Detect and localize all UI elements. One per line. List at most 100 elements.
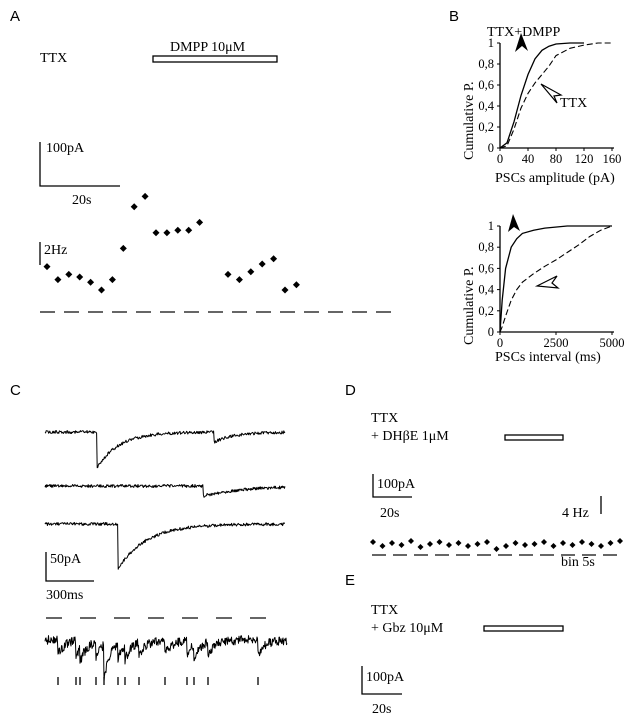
rate-point (541, 539, 547, 545)
panel-a-scale-current: 100pA (46, 141, 85, 156)
panel-d-condition-line-2: + DHβE 1μM (371, 429, 449, 444)
panel-c-scale-current: 50pA (50, 552, 82, 567)
panel-letter-e: E (345, 572, 355, 589)
panel-c-long-trace (44, 635, 288, 682)
rate-point (503, 543, 509, 549)
panel-a-scale-time: 20s (72, 193, 91, 208)
rate-point (455, 540, 462, 546)
rate-point (588, 541, 595, 547)
y-tick-label: 0,8 (478, 57, 494, 71)
arrowhead-open-icon (540, 83, 563, 104)
rate-point (370, 539, 376, 545)
panel-e-drug-bar (483, 625, 564, 632)
rate-point (569, 542, 576, 548)
y-tick-label: 1 (488, 219, 494, 233)
x-tick-label: 5000 (600, 336, 625, 350)
rate-point (522, 542, 528, 548)
rate-point (54, 276, 62, 284)
rate-point (607, 540, 614, 546)
panel-a-drug-label: DMPP 10μM (170, 40, 246, 55)
y-tick-label: 1 (488, 36, 494, 50)
panel-b-label-ttx: TTX (560, 96, 587, 111)
panel-a-scale-bar (39, 142, 120, 187)
rate-point (446, 542, 452, 548)
panel-e-scale-current: 100pA (366, 670, 405, 685)
panel-a-drug-bar (152, 55, 278, 63)
y-tick-label: 0 (488, 325, 494, 339)
x-tick-label: 80 (550, 152, 563, 166)
panel-b-bottom-xlabel: PSCs interval (ms) (495, 350, 601, 365)
rate-point (531, 541, 538, 547)
x-tick-label: 40 (522, 152, 535, 166)
panel-a-condition-label: TTX (40, 51, 67, 66)
panel-d-bin-label: bin 5s (561, 555, 595, 570)
panel-letter-a: A (10, 8, 20, 25)
panel-c-sweep-2 (44, 484, 286, 498)
rate-point (550, 543, 557, 549)
panel-b-bottom-axes (499, 226, 614, 333)
rate-point (281, 286, 289, 294)
panel-letter-b: B (449, 8, 459, 25)
panel-d-scale-current: 100pA (377, 477, 416, 492)
panel-d-scale-bar (372, 474, 412, 498)
panel-b-bottom-curve-ttx-dmpp (499, 225, 612, 333)
panel-d-scale-time: 20s (380, 506, 399, 521)
panel-b-top-curve-ttx-dmpp (499, 42, 584, 149)
rate-point (427, 541, 433, 547)
y-tick-label: 0,4 (478, 283, 494, 297)
rate-point (493, 546, 500, 552)
arrowhead-filled-icon (508, 214, 520, 232)
rate-point (465, 543, 471, 549)
rate-point (484, 539, 490, 545)
rate-point (258, 260, 266, 268)
panel-d-rate-histogram (370, 538, 623, 556)
rate-point (247, 268, 255, 276)
rate-point (408, 538, 414, 544)
y-tick-label: 0,4 (478, 99, 494, 113)
rate-point (43, 263, 51, 271)
rate-point (141, 192, 149, 200)
rate-point (235, 276, 243, 284)
x-tick-label: 2500 (544, 336, 569, 350)
rate-point (224, 270, 232, 278)
rate-point (474, 541, 481, 547)
rate-point (163, 229, 171, 237)
panel-c-sweep-3 (44, 522, 285, 570)
rate-point (389, 540, 395, 546)
rate-point (617, 538, 623, 544)
panel-e-scale-time: 20s (372, 702, 391, 717)
rate-point (196, 218, 204, 226)
rate-point (560, 540, 566, 546)
panel-a-rate-scale-label: 2Hz (44, 243, 67, 258)
panel-e-condition-line-2: + Gbz 10μM (371, 621, 444, 636)
rate-point (152, 229, 160, 237)
panel-d-condition-line-1: TTX (371, 411, 398, 426)
panel-e-condition-line-1: TTX (371, 603, 398, 618)
rate-point (417, 544, 424, 550)
panel-letter-c: C (10, 382, 21, 399)
panel-e-scale-bar (361, 666, 402, 695)
y-tick-label: 0,8 (478, 240, 494, 254)
y-tick-label: 0,2 (478, 304, 494, 318)
panel-b-bottom-ylabel: Cumulative P. (462, 266, 477, 345)
rate-point (292, 281, 300, 289)
rate-point (65, 270, 73, 278)
panel-c-scale-time: 300ms (46, 588, 83, 603)
rate-point (579, 539, 585, 545)
arrowhead-open-icon (534, 275, 560, 289)
rate-point (598, 543, 604, 549)
x-tick-label: 160 (603, 152, 622, 166)
rate-point (512, 540, 519, 546)
rate-point (185, 226, 193, 234)
panel-b-bottom-ticks: 0 0,2 0,4 0,6 0,8 1 0 2500 5000 (478, 219, 624, 350)
rate-point (398, 542, 405, 548)
panel-c-event-raster (57, 677, 259, 685)
rate-point (174, 226, 182, 234)
y-tick-label: 0,2 (478, 120, 494, 134)
rate-point (98, 286, 105, 294)
rate-point (87, 278, 95, 286)
y-tick-label: 0,6 (478, 78, 494, 92)
rate-point (76, 273, 84, 281)
rate-point (436, 539, 443, 545)
